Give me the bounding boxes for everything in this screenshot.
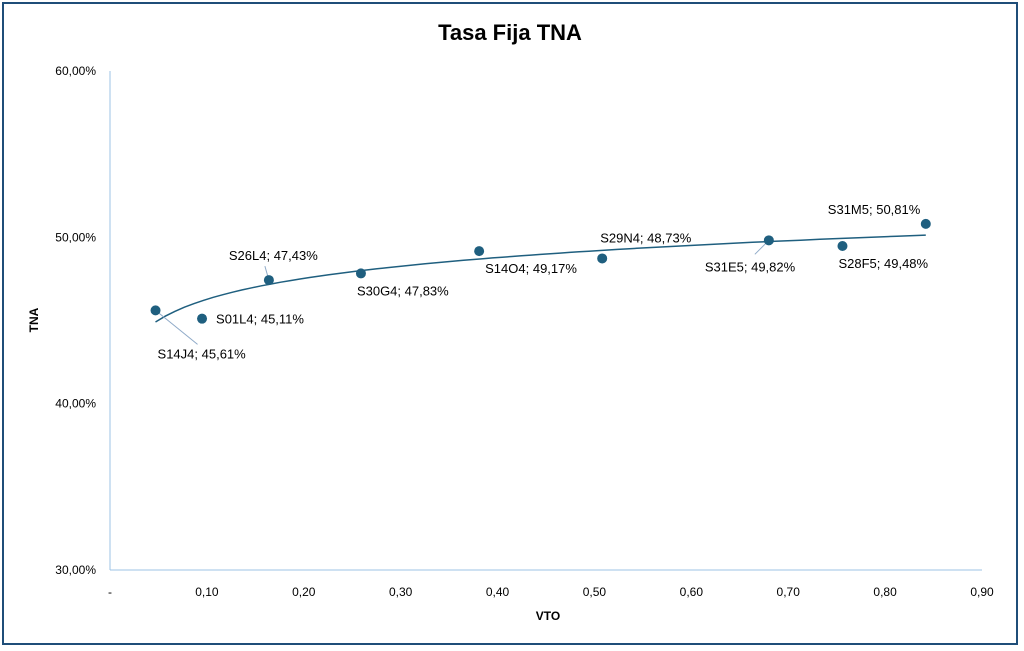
data-label: S14O4; 49,17%: [485, 261, 577, 276]
x-tick-label: 0,60: [680, 585, 704, 599]
x-tick-label: 0,90: [970, 585, 994, 599]
axes: 30,00% 40,00% 50,00% 60,00% - 0,10 0,20 0,30 0,4…: [55, 64, 994, 599]
chart-title: Tasa Fija TNA: [438, 20, 582, 45]
data-point: [474, 246, 485, 257]
y-axis-title: TNA: [27, 307, 41, 332]
data-point: [763, 235, 774, 246]
x-tick-label: -: [108, 585, 112, 599]
y-tick-label: 50,00%: [55, 230, 96, 244]
y-tick-label: 30,00%: [55, 563, 96, 577]
y-tick-label: 60,00%: [55, 64, 96, 78]
data-label: S31E5; 49,82%: [705, 259, 796, 274]
data-points: [150, 218, 931, 324]
data-label: S26L4; 47,43%: [229, 248, 318, 263]
x-tick-label: 0,10: [195, 585, 219, 599]
data-label: S29N4; 48,73%: [600, 230, 692, 245]
x-tick-label: 0,30: [389, 585, 413, 599]
x-tick-label: 0,50: [583, 585, 607, 599]
x-tick-label: 0,20: [292, 585, 316, 599]
y-tick-label: 40,00%: [55, 397, 96, 411]
data-label: S14J4; 45,61%: [158, 346, 247, 361]
data-label: S28F5; 49,48%: [838, 256, 928, 271]
data-labels: S14J4; 45,61% S01L4; 45,11% S26L4; 47,43% S…: [158, 202, 929, 361]
data-point: [355, 268, 366, 279]
x-tick-label: 0,80: [873, 585, 897, 599]
data-label: S30G4; 47,83%: [357, 283, 449, 298]
trendline: [155, 234, 926, 323]
x-tick-label: 0,70: [777, 585, 801, 599]
x-tick-label: 0,40: [486, 585, 510, 599]
data-point: [197, 313, 208, 324]
data-point: [597, 253, 608, 264]
data-point: [263, 275, 274, 286]
data-point: [920, 218, 931, 229]
x-axis-title: VTO: [536, 609, 560, 623]
data-label: S01L4; 45,11%: [216, 312, 304, 327]
leader-line: [155, 309, 198, 345]
data-point: [837, 240, 848, 251]
data-point: [150, 305, 161, 316]
trendline-path: [155, 234, 926, 323]
data-label: S31M5; 50,81%: [828, 202, 921, 217]
